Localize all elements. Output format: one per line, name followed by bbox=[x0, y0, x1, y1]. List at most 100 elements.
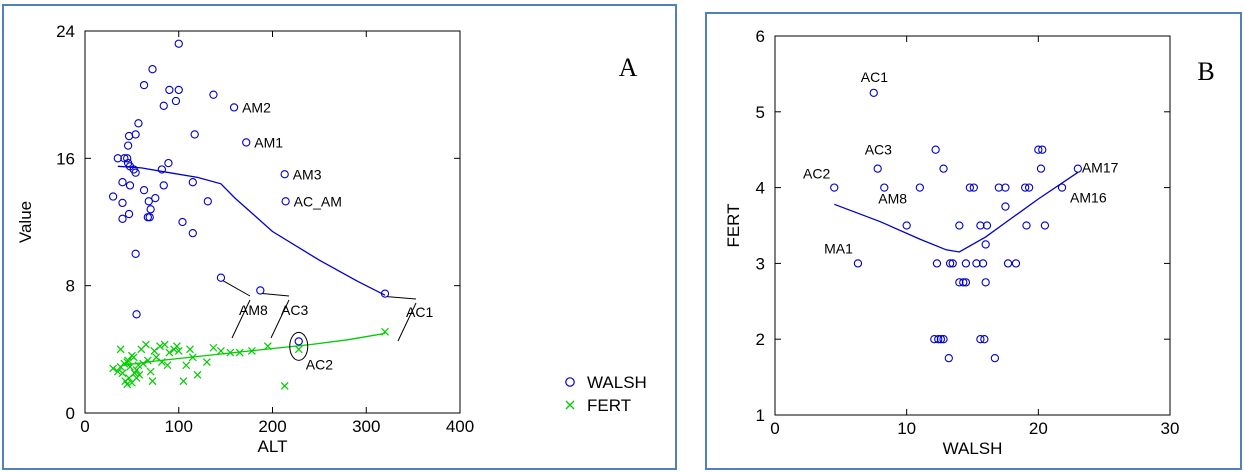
data-point-circle bbox=[880, 183, 889, 192]
data-point-circle bbox=[164, 158, 173, 168]
data-point-circle bbox=[980, 335, 989, 344]
point-label: AC1 bbox=[861, 69, 888, 85]
point-label: MA1 bbox=[824, 240, 853, 256]
data-point-x bbox=[143, 356, 152, 365]
data-point-x bbox=[134, 361, 143, 370]
data-point-x bbox=[174, 347, 183, 355]
data-point-x bbox=[109, 364, 118, 373]
data-point-circle bbox=[945, 259, 955, 268]
data-point-circle bbox=[178, 217, 187, 227]
data-point-circle bbox=[209, 90, 218, 99]
point-label: AM3 bbox=[293, 166, 322, 182]
data-point-circle bbox=[280, 170, 289, 179]
x-axis-label: WALSH bbox=[943, 439, 1003, 458]
x-tick-label: 100 bbox=[165, 417, 193, 436]
data-point-circle bbox=[256, 286, 265, 295]
data-point-x bbox=[163, 361, 172, 370]
data-point-circle bbox=[915, 183, 924, 192]
data-point-circle bbox=[380, 289, 390, 298]
plot-frame bbox=[774, 35, 1171, 416]
point-label: AC2 bbox=[803, 166, 830, 182]
data-point-circle bbox=[931, 145, 940, 154]
data-point-circle bbox=[969, 183, 978, 192]
data-point-x bbox=[150, 347, 159, 355]
label-leader-line bbox=[386, 296, 417, 300]
x-tick-label: 300 bbox=[352, 417, 380, 436]
y-tick-label: 8 bbox=[66, 277, 75, 296]
data-point-circle bbox=[131, 249, 140, 258]
data-point-x bbox=[193, 370, 202, 379]
y-tick-label: 1 bbox=[756, 406, 765, 425]
data-point-circle bbox=[976, 221, 985, 230]
data-point-circle bbox=[869, 88, 878, 97]
data-point-x bbox=[125, 374, 133, 382]
data-point-circle bbox=[124, 131, 134, 141]
data-point-circle bbox=[1038, 145, 1047, 154]
data-point-circle bbox=[123, 154, 132, 163]
chart-panel-b: 0 10 20 30 1 2 3 4 5 6 WALSH FERT B AC1 AC3 AC2 AM8 MA1 AM… bbox=[705, 12, 1242, 470]
data-point-circle bbox=[981, 278, 990, 287]
y-tick-label: 24 bbox=[56, 22, 75, 41]
label-leader-line bbox=[397, 302, 417, 342]
x-tick-label: 200 bbox=[258, 417, 286, 436]
data-point-circle bbox=[148, 65, 157, 74]
data-point-circle bbox=[955, 278, 964, 287]
plot-frame bbox=[84, 30, 461, 414]
data-point-circle bbox=[944, 353, 953, 363]
data-point-circle bbox=[294, 337, 303, 346]
fit-line bbox=[122, 332, 386, 366]
data-point-circle bbox=[134, 119, 143, 128]
x-tick-label: 20 bbox=[1029, 419, 1048, 438]
data-point-circle bbox=[955, 221, 964, 230]
point-label: AM8 bbox=[239, 302, 268, 318]
point-label: AM1 bbox=[254, 134, 283, 150]
data-point-circle bbox=[157, 165, 167, 174]
data-point-x bbox=[127, 351, 136, 360]
x-tick-label: 30 bbox=[1161, 419, 1180, 438]
chart-b-svg: 0 10 20 30 1 2 3 4 5 6 WALSH FERT B AC1 AC3 AC2 AM8 MA1 AM… bbox=[724, 27, 1215, 458]
data-point-circle bbox=[203, 197, 212, 206]
data-point-circle bbox=[1036, 164, 1046, 173]
legend-walsh-label: WALSH bbox=[587, 373, 647, 392]
point-label: AM8 bbox=[878, 191, 907, 207]
data-point-circle bbox=[171, 96, 181, 106]
data-point-x bbox=[132, 366, 141, 374]
data-point-x bbox=[139, 359, 148, 368]
data-point-circle bbox=[108, 192, 118, 201]
data-point-x bbox=[381, 327, 389, 336]
data-point-circle bbox=[131, 168, 140, 177]
data-point-circle bbox=[1003, 259, 1013, 268]
y-tick-label: 4 bbox=[756, 179, 765, 198]
data-point-circle bbox=[281, 197, 290, 206]
data-point-x bbox=[157, 358, 166, 366]
data-point-circle bbox=[990, 353, 1000, 363]
data-point-x bbox=[226, 348, 235, 357]
data-point-circle bbox=[242, 138, 251, 147]
data-point-circle bbox=[1021, 183, 1030, 192]
highlight-ellipse bbox=[289, 331, 309, 361]
data-point-x bbox=[118, 369, 127, 378]
data-point-circle bbox=[934, 335, 943, 344]
legend-fert-label: FERT bbox=[587, 396, 631, 415]
data-point-x bbox=[123, 358, 132, 366]
data-point-x bbox=[209, 343, 218, 352]
data-point-x bbox=[126, 362, 134, 371]
y-tick-label: 16 bbox=[56, 149, 75, 168]
data-point-circle bbox=[982, 221, 992, 230]
data-point-circle bbox=[1001, 183, 1010, 192]
data-point-circle bbox=[853, 259, 863, 268]
data-point-circle bbox=[188, 228, 197, 238]
data-point-x bbox=[148, 377, 157, 386]
data-point-circle bbox=[118, 198, 127, 208]
data-point-circle bbox=[978, 259, 988, 268]
data-point-circle bbox=[190, 130, 199, 139]
data-point-circle bbox=[948, 259, 957, 268]
data-point-circle bbox=[972, 259, 981, 268]
y-tick-label: 2 bbox=[756, 330, 765, 349]
data-point-circle bbox=[961, 259, 971, 268]
data-point-circle bbox=[132, 310, 141, 319]
data-point-circle bbox=[159, 101, 168, 110]
data-point-x bbox=[160, 340, 169, 349]
data-point-circle bbox=[113, 154, 122, 163]
data-point-circle bbox=[151, 193, 160, 203]
